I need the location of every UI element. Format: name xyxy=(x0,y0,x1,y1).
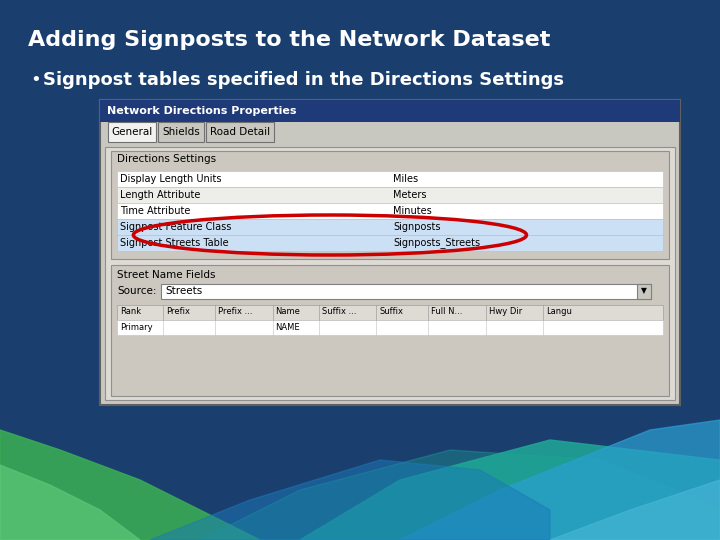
FancyBboxPatch shape xyxy=(117,171,663,187)
FancyBboxPatch shape xyxy=(117,305,663,320)
FancyBboxPatch shape xyxy=(117,203,663,219)
FancyBboxPatch shape xyxy=(108,122,156,142)
Text: Meters: Meters xyxy=(393,190,426,200)
Text: Street Name Fields: Street Name Fields xyxy=(117,270,215,280)
Text: Directions Settings: Directions Settings xyxy=(117,154,216,164)
Polygon shape xyxy=(200,450,720,540)
Polygon shape xyxy=(0,430,260,540)
Text: Prefix: Prefix xyxy=(166,307,190,316)
Text: Minutes: Minutes xyxy=(393,206,432,216)
Text: Suffix: Suffix xyxy=(379,307,403,316)
Text: NAME: NAME xyxy=(276,322,300,332)
Text: ▼: ▼ xyxy=(641,287,647,295)
FancyBboxPatch shape xyxy=(206,122,274,142)
Text: Signposts: Signposts xyxy=(393,222,441,232)
FancyBboxPatch shape xyxy=(111,151,669,259)
Text: Hwy Dir: Hwy Dir xyxy=(489,307,522,316)
Text: Primary: Primary xyxy=(120,322,153,332)
Text: Signpost Feature Class: Signpost Feature Class xyxy=(120,222,231,232)
FancyBboxPatch shape xyxy=(100,100,680,122)
FancyBboxPatch shape xyxy=(117,235,663,251)
Polygon shape xyxy=(300,440,720,540)
Text: Streets: Streets xyxy=(165,286,202,296)
Text: Adding Signposts to the Network Dataset: Adding Signposts to the Network Dataset xyxy=(28,30,550,50)
Polygon shape xyxy=(400,420,720,540)
Text: Signpost tables specified in the Directions Settings: Signpost tables specified in the Directi… xyxy=(43,71,564,89)
Text: •: • xyxy=(30,71,41,89)
Text: Suffix ...: Suffix ... xyxy=(322,307,356,316)
Text: Langu: Langu xyxy=(546,307,572,316)
Text: Prefix ...: Prefix ... xyxy=(218,307,253,316)
FancyBboxPatch shape xyxy=(117,320,663,334)
FancyBboxPatch shape xyxy=(111,265,669,396)
Text: Rank: Rank xyxy=(120,307,141,316)
FancyBboxPatch shape xyxy=(117,187,663,203)
Text: Miles: Miles xyxy=(393,174,418,184)
FancyBboxPatch shape xyxy=(161,284,651,299)
Text: Source:: Source: xyxy=(117,286,156,296)
Text: Road Detail: Road Detail xyxy=(210,127,270,137)
FancyBboxPatch shape xyxy=(105,147,675,400)
Text: Shields: Shields xyxy=(162,127,200,137)
FancyBboxPatch shape xyxy=(117,219,663,235)
Text: General: General xyxy=(112,127,153,137)
Polygon shape xyxy=(550,480,720,540)
FancyBboxPatch shape xyxy=(100,100,680,405)
Polygon shape xyxy=(150,460,550,540)
Text: Length Attribute: Length Attribute xyxy=(120,190,200,200)
Polygon shape xyxy=(0,465,140,540)
Text: Display Length Units: Display Length Units xyxy=(120,174,222,184)
FancyBboxPatch shape xyxy=(158,122,204,142)
Text: Network Directions Properties: Network Directions Properties xyxy=(107,106,297,116)
Text: Signposts_Streets: Signposts_Streets xyxy=(393,238,480,248)
FancyBboxPatch shape xyxy=(637,284,651,299)
Text: Full N...: Full N... xyxy=(431,307,462,316)
Text: Signpost Streets Table: Signpost Streets Table xyxy=(120,238,229,248)
Text: Name: Name xyxy=(276,307,300,316)
Text: Time Attribute: Time Attribute xyxy=(120,206,190,216)
